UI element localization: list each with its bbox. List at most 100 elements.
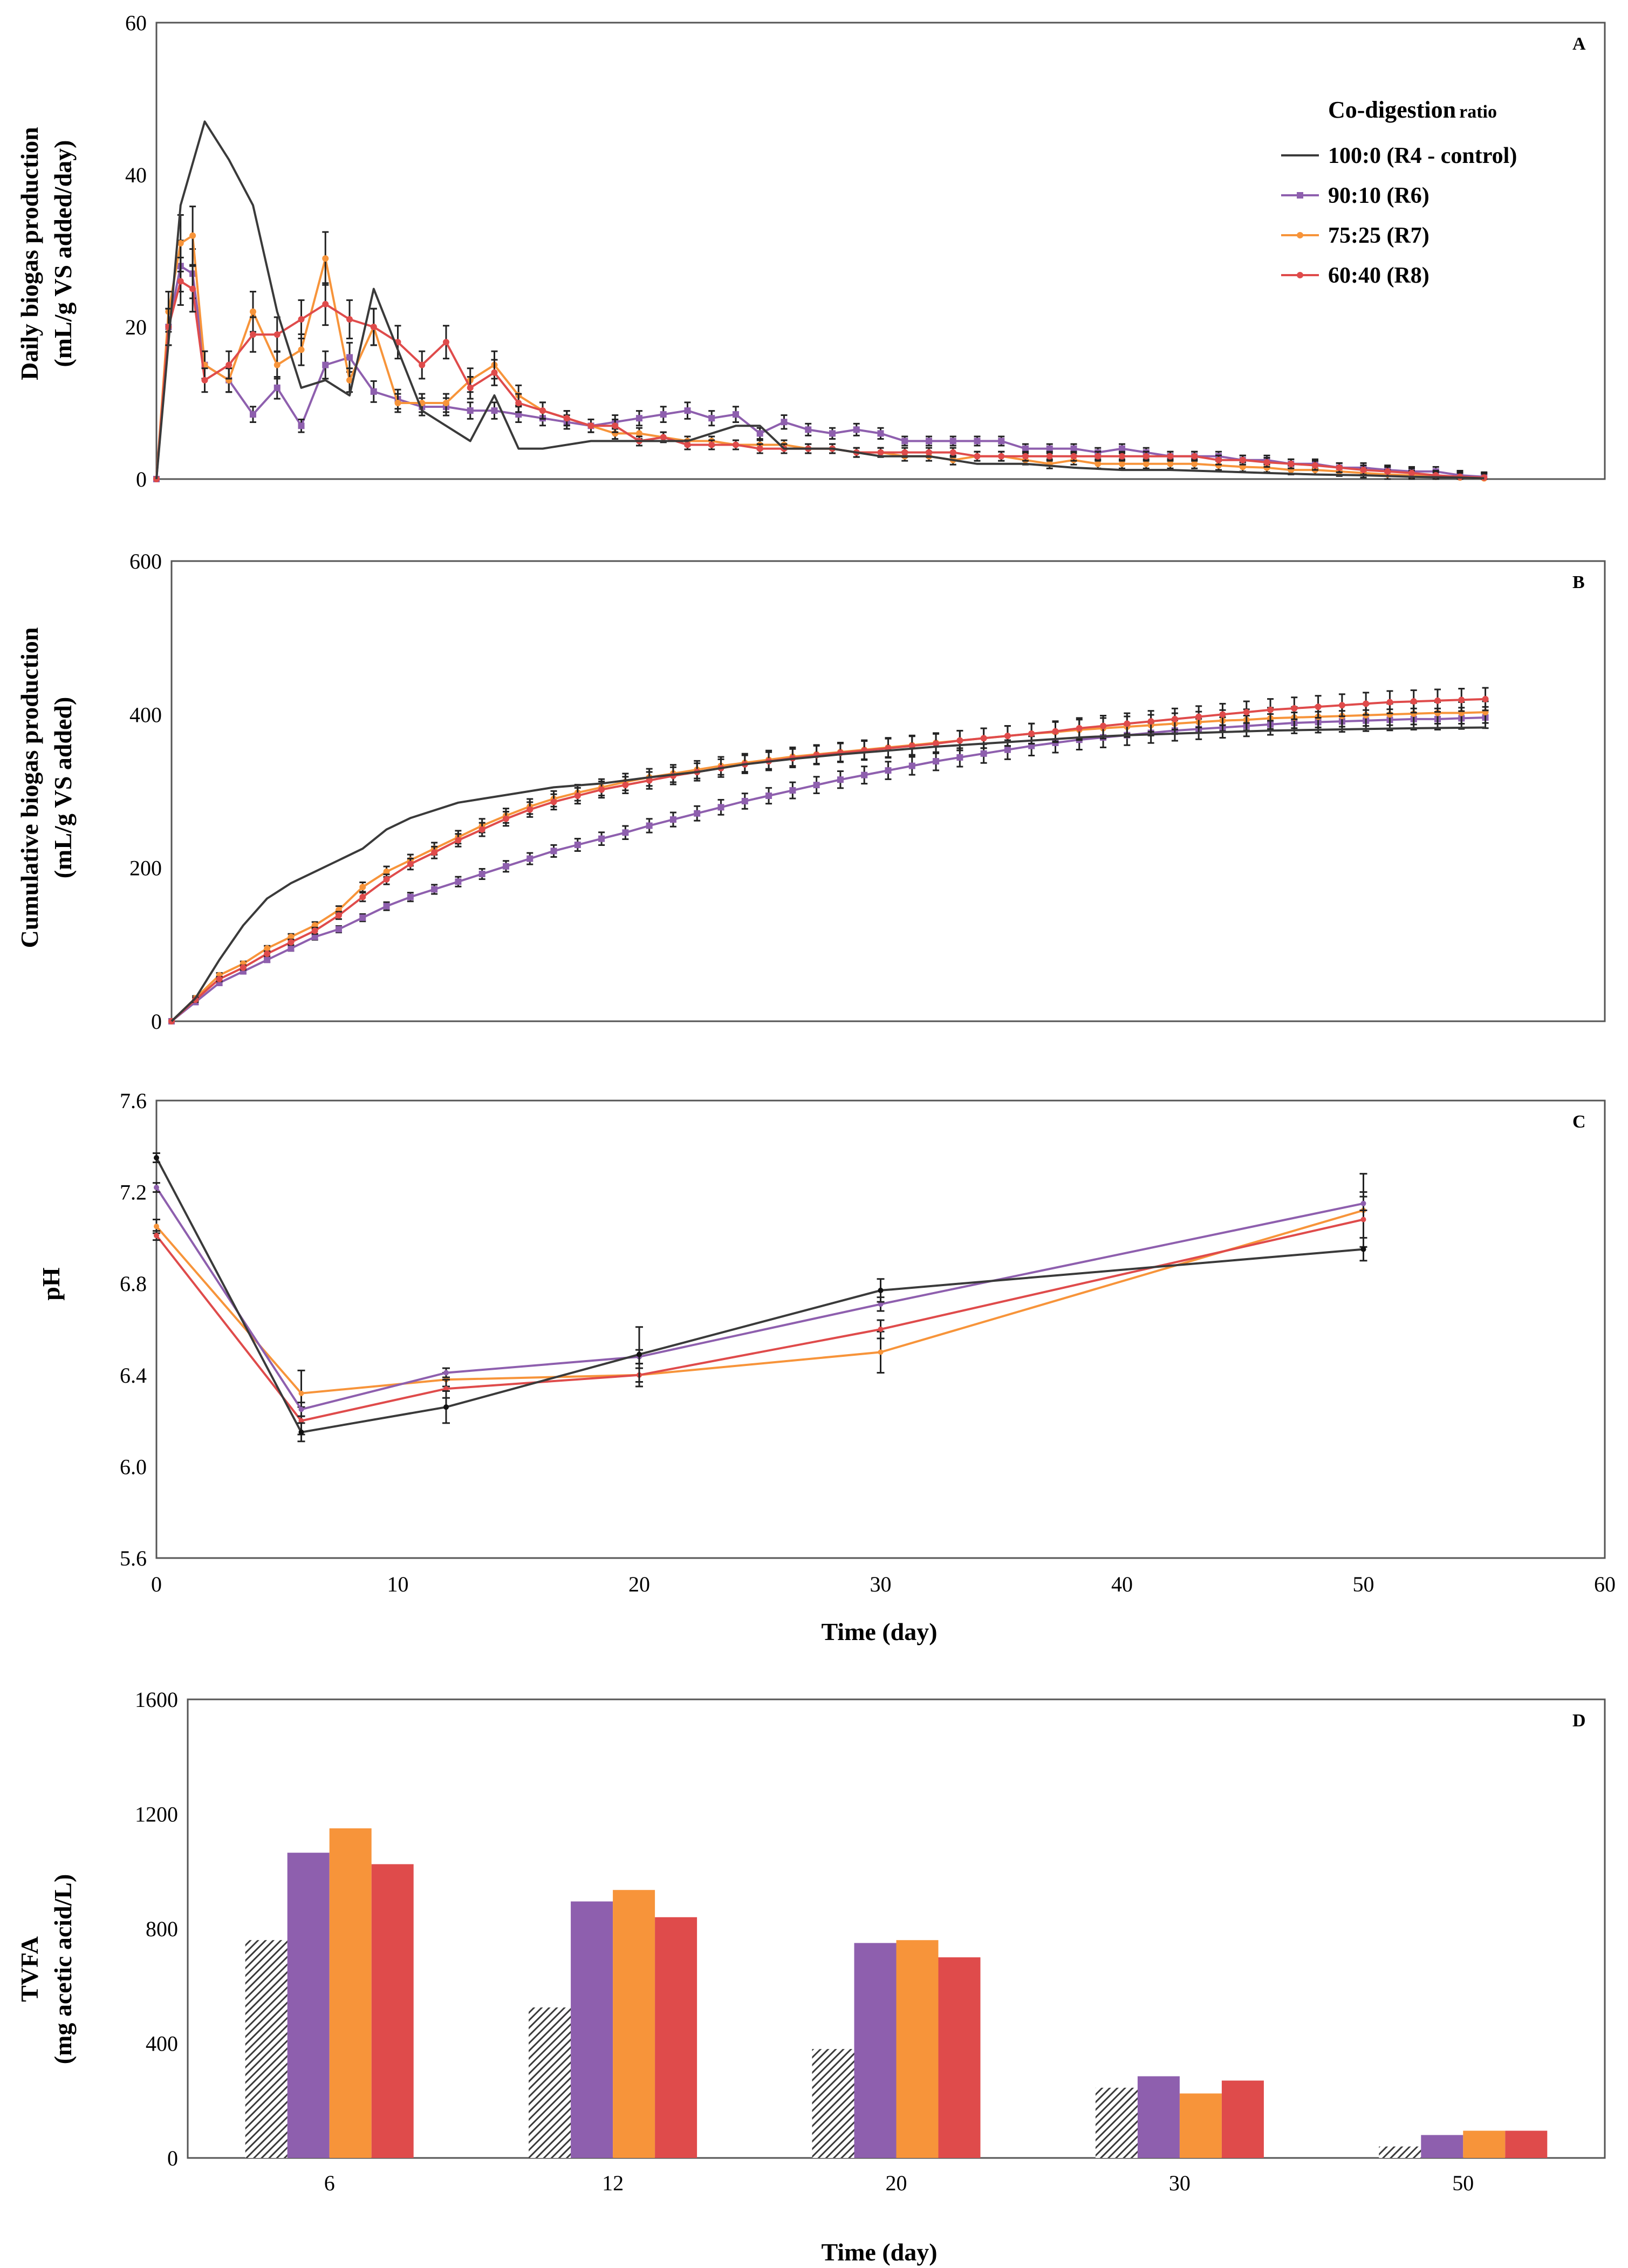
data-point-r8: [216, 975, 223, 982]
data-point-r8: [467, 384, 474, 391]
legend: Co-digestion ratio 100:0 (R4 - control) 9…: [1281, 97, 1517, 288]
data-point-r8: [443, 339, 449, 346]
ph-point-r6: [443, 1370, 449, 1376]
data-point-r8: [646, 777, 653, 784]
panel-d-ylabel-1: TVFA: [16, 1936, 43, 2002]
data-point-r8: [1028, 730, 1035, 737]
legend-label-r8: 60:40 (R8): [1328, 263, 1429, 288]
ph-point-r7: [878, 1349, 884, 1355]
data-point-r7: [177, 240, 184, 247]
data-point-r6: [885, 767, 892, 774]
panel-c-xtick: 50: [1353, 1572, 1374, 1596]
data-point-r8: [1482, 695, 1489, 702]
data-point-r8: [1022, 453, 1029, 460]
data-point-r8: [1363, 700, 1370, 707]
data-point-r7: [383, 868, 390, 875]
panel-a-series: [153, 120, 1488, 482]
panel-d-ylabel-2: (mg acetic acid/L): [49, 1874, 77, 2065]
data-point-r8: [201, 377, 208, 384]
ph-point-r7: [154, 1224, 159, 1229]
data-point-r8: [1336, 464, 1343, 471]
data-point-r6: [660, 411, 667, 418]
panel-b-ytick: 200: [129, 856, 162, 880]
data-point-r8: [407, 860, 414, 867]
panel-d-xtick: 30: [1169, 2171, 1191, 2195]
ph-point-r8: [154, 1233, 159, 1239]
series-line-r7: [170, 711, 1486, 1022]
data-point-r6: [781, 419, 788, 426]
data-point-r6: [877, 430, 884, 437]
bar-r6-day-20: [854, 1943, 897, 2158]
data-point-r8: [974, 453, 981, 460]
data-point-r6: [956, 754, 963, 761]
data-point-r8: [1338, 702, 1345, 709]
data-point-r6: [813, 782, 820, 789]
panel-c: C pH Time (day) 5.6 6.0 6.4 6.8 7.2 7.6 …: [37, 1089, 1616, 1645]
data-point-r8: [1291, 705, 1298, 712]
data-point-r6: [741, 797, 748, 804]
data-point-r6: [853, 426, 860, 433]
data-point-r6: [407, 893, 414, 900]
panel-c-ytick: 5.6: [120, 1546, 147, 1570]
panel-a-label: A: [1572, 34, 1586, 54]
data-point-r8: [346, 316, 353, 323]
data-point-r8: [998, 453, 1005, 460]
data-point-r8: [1195, 713, 1202, 720]
data-point-r8: [550, 798, 557, 805]
data-point-r7: [1119, 460, 1125, 467]
panel-b: B Cumulative biogas production (mL/g VS …: [16, 549, 1606, 1034]
ph-point-r6: [154, 1185, 159, 1191]
data-point-r8: [455, 837, 462, 844]
data-point-r8: [1052, 728, 1059, 735]
data-point-r8: [756, 445, 763, 452]
data-point-r6: [1119, 445, 1125, 452]
panel-c-series: [153, 1152, 1367, 1443]
ph-point-r8: [443, 1386, 449, 1392]
panel-a-ytick: 20: [125, 315, 147, 339]
data-point-r7: [264, 945, 271, 952]
data-point-r8: [311, 927, 318, 934]
data-point-r6: [491, 407, 498, 414]
bar-r4-day-6: [245, 1940, 288, 2158]
legend-marker-r6: [1297, 192, 1303, 199]
bar-r4-day-20: [812, 2049, 854, 2158]
panel-c-xlabel: Time (day): [821, 1618, 937, 1645]
data-point-r7: [1191, 460, 1198, 467]
panel-c-xtick: 40: [1111, 1572, 1133, 1596]
ph-point-r4: [154, 1155, 159, 1160]
data-point-r8: [370, 324, 377, 330]
data-point-r8: [1191, 453, 1198, 460]
panel-a-ytick: 0: [136, 467, 147, 491]
panel-c-ytick: 6.0: [120, 1454, 147, 1479]
data-point-r8: [1119, 453, 1125, 460]
data-point-r8: [574, 793, 581, 800]
data-point-r7: [1167, 460, 1174, 467]
panel-d-xtick: 50: [1452, 2171, 1474, 2195]
legend-items: [1281, 154, 1319, 278]
data-point-r8: [1147, 718, 1154, 725]
data-point-r6: [383, 903, 390, 910]
data-point-r8: [933, 740, 940, 747]
panel-c-xtick: 10: [387, 1572, 409, 1596]
bar-r7-day-12: [613, 1890, 655, 2158]
data-point-r8: [1458, 696, 1465, 703]
legend-label-r7: 75:25 (R7): [1328, 223, 1429, 248]
data-point-r8: [598, 786, 605, 793]
data-point-r6: [431, 886, 438, 893]
data-point-r8: [1124, 720, 1131, 727]
data-point-r8: [431, 849, 438, 856]
data-point-r8: [733, 441, 739, 448]
bar-r7-day-20: [896, 1940, 939, 2158]
data-point-r6: [1004, 746, 1011, 753]
data-point-r6: [370, 388, 377, 395]
bar-r6-day-12: [571, 1901, 613, 2158]
data-point-r6: [980, 750, 987, 757]
data-point-r8: [1100, 722, 1107, 729]
panel-c-ytick: 6.8: [120, 1272, 147, 1296]
data-point-r8: [1267, 706, 1274, 713]
data-point-r8: [1076, 725, 1083, 732]
data-point-r6: [1070, 445, 1077, 452]
data-point-r7: [189, 232, 196, 239]
data-point-r6: [926, 438, 932, 445]
data-point-r7: [1095, 460, 1102, 467]
